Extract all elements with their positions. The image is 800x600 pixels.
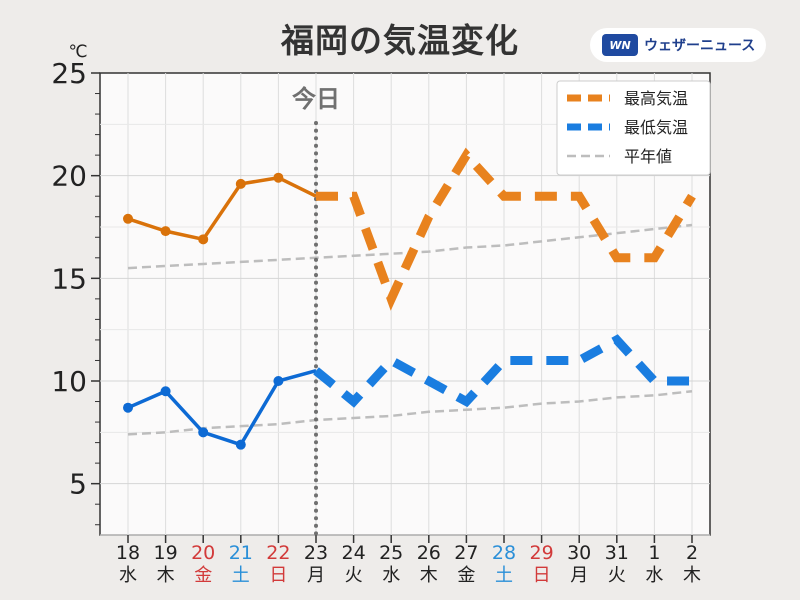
x-tick-weekday: 月 [570, 565, 588, 586]
legend-min-label: 最低気温 [624, 118, 688, 137]
y-axis: 5 10 15 20 25 [51, 57, 100, 526]
x-tick-date: 20 [191, 542, 215, 564]
normal-line-normal_min [127, 390, 693, 436]
x-tick-date: 25 [379, 542, 403, 564]
max-observed-point [235, 178, 246, 189]
min-forecast-line [313, 334, 692, 408]
min-observed-point [198, 427, 209, 438]
x-tick-date: 27 [454, 542, 478, 564]
x-tick-date: 19 [154, 542, 178, 564]
legend-max-label: 最高気温 [624, 89, 688, 108]
x-tick-weekday: 土 [232, 565, 250, 586]
y-tick-label: 5 [69, 468, 87, 501]
x-tick-date: 23 [304, 542, 328, 564]
x-tick-date: 2 [686, 542, 698, 564]
x-tick-date: 31 [605, 542, 629, 564]
x-tick-weekday: 土 [495, 565, 513, 586]
x-tick-date: 28 [492, 542, 516, 564]
x-tick-date: 29 [530, 542, 554, 564]
legend: 最高気温 最低気温 平年値 [556, 80, 711, 176]
x-tick-date: 26 [417, 542, 441, 564]
min-observed-point [235, 439, 246, 450]
x-tick-date: 18 [116, 542, 140, 564]
x-tick-weekday: 金 [457, 565, 475, 586]
max-observed-point [160, 226, 171, 237]
x-tick-weekday: 木 [683, 565, 701, 586]
max-observed-point [273, 172, 284, 183]
y-axis-unit: ℃ [68, 42, 87, 62]
y-tick-label: 25 [51, 57, 87, 90]
legend-box [556, 80, 711, 176]
x-tick-date: 24 [342, 542, 366, 564]
chart-title: 福岡の気温変化 [281, 21, 519, 60]
series-lines [123, 147, 696, 450]
x-tick-weekday: 日 [269, 565, 287, 586]
x-tick-weekday: 火 [345, 565, 363, 586]
x-tick-weekday: 月 [307, 565, 325, 586]
max-observed-point [123, 213, 133, 224]
y-tick-label: 20 [51, 160, 87, 193]
min-observed-point [123, 402, 133, 413]
x-tick-weekday: 金 [194, 565, 212, 586]
max-observed-point [198, 234, 209, 245]
x-tick-weekday: 木 [157, 565, 175, 586]
brand-badge: WN ウェザーニュース [590, 28, 766, 62]
x-tick-date: 30 [567, 542, 591, 564]
min-observed-line [127, 369, 317, 447]
x-tick-date: 21 [229, 542, 253, 564]
x-tick-weekday: 火 [608, 565, 626, 586]
x-tick-weekday: 日 [533, 565, 551, 586]
brand-name: ウェザーニュース [644, 38, 756, 54]
y-tick-label: 10 [51, 365, 87, 398]
x-tick-date: 22 [266, 542, 290, 564]
max-observed-line [127, 175, 317, 242]
x-tick-weekday: 水 [645, 565, 663, 586]
min-observed-point [273, 376, 284, 386]
x-tick-weekday: 木 [420, 565, 438, 586]
weathernews-logo-icon: WN [602, 34, 638, 56]
today-label: 今日 [292, 85, 340, 113]
x-tick-weekday: 水 [382, 565, 400, 586]
min-observed-point [160, 386, 171, 397]
y-tick-label: 15 [51, 262, 87, 295]
x-axis: 18水19木20金21土22日23月24火25水26木27金28土29日30月3… [116, 535, 701, 586]
max-forecast-line [316, 147, 696, 311]
today-marker: 今日 [292, 85, 340, 537]
x-tick-weekday: 水 [119, 565, 137, 586]
legend-normal-label: 平年値 [624, 147, 672, 166]
x-tick-date: 1 [648, 542, 660, 564]
